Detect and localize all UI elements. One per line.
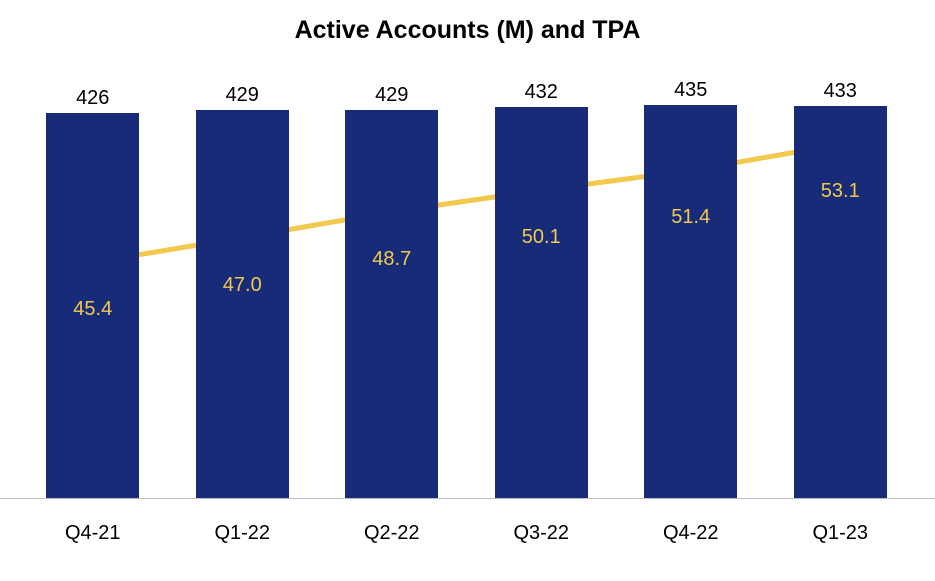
bar: [495, 107, 588, 498]
bar-value-label: 426: [18, 87, 168, 110]
bar-value-label: 435: [616, 79, 766, 102]
line-value-label: 45.4: [18, 298, 168, 321]
bar: [196, 110, 289, 498]
bar: [794, 106, 887, 498]
bar-value-label: 432: [467, 81, 617, 104]
bar-value-label: 433: [766, 80, 916, 103]
chart-title: Active Accounts (M) and TPA: [0, 16, 935, 45]
bar: [345, 110, 438, 498]
line-value-label: 47.0: [168, 274, 318, 297]
x-axis-label: Q3-22: [467, 522, 617, 545]
line-value-label: 50.1: [467, 226, 617, 249]
x-axis-label: Q2-22: [317, 522, 467, 545]
x-axis-label: Q1-23: [766, 522, 916, 545]
line-value-label: 48.7: [317, 248, 467, 271]
chart: Active Accounts (M) and TPA 426429429432…: [0, 0, 935, 581]
x-axis-baseline: [0, 498, 935, 499]
plot-area: 42642942943243543345.447.048.750.151.453…: [18, 100, 915, 498]
line-value-label: 53.1: [766, 180, 916, 203]
line-value-label: 51.4: [616, 206, 766, 229]
x-axis-label: Q1-22: [168, 522, 318, 545]
bar-value-label: 429: [168, 84, 318, 107]
x-axis-label: Q4-22: [616, 522, 766, 545]
x-axis-label: Q4-21: [18, 522, 168, 545]
bar: [644, 105, 737, 498]
bar-value-label: 429: [317, 84, 467, 107]
